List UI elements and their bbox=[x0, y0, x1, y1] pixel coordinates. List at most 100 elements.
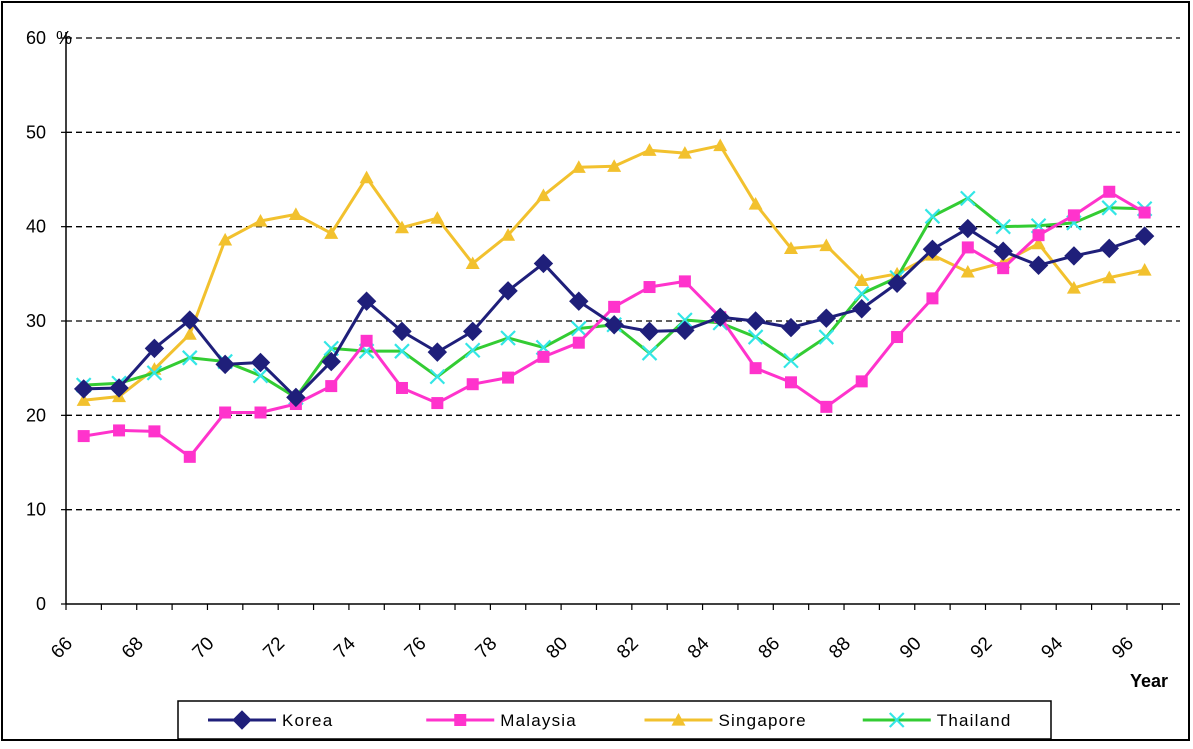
x-marker-stroke bbox=[500, 330, 516, 346]
data-point-malaysia bbox=[891, 331, 904, 344]
data-point-thailand bbox=[181, 350, 198, 366]
legend-label-malaysia: Malaysia bbox=[500, 711, 577, 730]
legend-swatch-marker bbox=[232, 710, 252, 730]
data-point-korea bbox=[1134, 226, 1155, 246]
data-point-korea bbox=[356, 291, 377, 311]
legend-swatch-marker bbox=[454, 714, 467, 726]
data-point-malaysia bbox=[820, 400, 833, 413]
data-point-malaysia bbox=[643, 281, 656, 294]
data-point-korea bbox=[1028, 255, 1049, 276]
y-tick-label: 20 bbox=[26, 405, 46, 425]
x-marker-stroke bbox=[394, 343, 410, 359]
data-point-korea bbox=[427, 342, 448, 362]
data-point-singapore bbox=[324, 226, 339, 239]
series-korea bbox=[73, 218, 1155, 408]
legend-item-korea: Korea bbox=[208, 710, 332, 730]
data-point-malaysia bbox=[502, 371, 515, 384]
data-point-malaysia bbox=[572, 336, 585, 349]
data-point-singapore bbox=[253, 214, 268, 227]
data-point-thailand bbox=[677, 312, 693, 328]
data-point-korea bbox=[144, 338, 165, 359]
data-point-korea bbox=[321, 351, 341, 372]
data-point-malaysia bbox=[537, 350, 550, 363]
data-point-singapore bbox=[677, 146, 692, 159]
data-point-thailand bbox=[1101, 200, 1118, 216]
data-point-thailand bbox=[571, 320, 587, 337]
data-point-malaysia bbox=[784, 376, 797, 389]
legend-label-thailand: Thailand bbox=[937, 711, 1012, 730]
data-point-korea bbox=[604, 315, 624, 335]
legend-label-singapore: Singapore bbox=[719, 711, 807, 730]
data-point-korea bbox=[73, 379, 94, 399]
legend-item-thailand: Thailand bbox=[862, 711, 1012, 730]
data-point-thailand bbox=[464, 342, 481, 359]
data-point-korea bbox=[286, 387, 306, 408]
data-point-malaysia bbox=[254, 406, 267, 419]
data-point-singapore bbox=[394, 220, 409, 234]
data-point-korea bbox=[462, 321, 483, 342]
x-marker-stroke bbox=[924, 208, 941, 225]
data-point-malaysia bbox=[678, 275, 691, 288]
data-point-singapore bbox=[76, 393, 91, 406]
data-point-korea bbox=[392, 321, 412, 342]
data-point-korea bbox=[215, 354, 235, 375]
data-point-thailand bbox=[924, 208, 941, 225]
data-point-korea bbox=[710, 307, 730, 327]
data-point-singapore bbox=[182, 327, 197, 340]
data-point-malaysia bbox=[1067, 209, 1080, 222]
series-layer bbox=[73, 138, 1155, 463]
x-marker-stroke bbox=[960, 190, 976, 207]
x-marker-stroke bbox=[323, 340, 340, 357]
data-point-singapore bbox=[288, 207, 303, 221]
x-marker-stroke bbox=[252, 367, 269, 384]
y-unit-label: % bbox=[56, 28, 72, 48]
data-point-thailand bbox=[252, 367, 269, 384]
data-point-singapore bbox=[748, 197, 763, 210]
data-point-singapore bbox=[713, 138, 728, 152]
data-point-malaysia bbox=[77, 430, 90, 443]
x-marker-stroke bbox=[571, 320, 587, 337]
x-marker-stroke bbox=[641, 345, 658, 361]
x-marker-stroke bbox=[181, 350, 198, 366]
data-point-thailand bbox=[783, 352, 799, 369]
data-point-korea bbox=[1064, 246, 1084, 266]
x-marker-stroke bbox=[888, 712, 905, 728]
data-point-singapore bbox=[783, 241, 798, 254]
data-point-korea bbox=[675, 320, 695, 341]
data-point-malaysia bbox=[961, 241, 974, 254]
y-tick-label: 40 bbox=[26, 217, 46, 237]
x-marker-stroke bbox=[747, 329, 764, 345]
data-point-malaysia bbox=[395, 381, 408, 394]
data-point-singapore bbox=[218, 232, 233, 246]
data-point-singapore bbox=[1066, 280, 1081, 294]
x-marker-stroke bbox=[429, 368, 446, 385]
data-point-thailand bbox=[429, 368, 446, 385]
x-marker-stroke bbox=[464, 342, 481, 359]
data-point-malaysia bbox=[608, 300, 621, 313]
data-point-singapore bbox=[571, 160, 586, 173]
data-point-thailand bbox=[960, 190, 976, 207]
data-point-singapore bbox=[1137, 263, 1152, 276]
data-point-singapore bbox=[607, 159, 622, 172]
data-point-singapore bbox=[1102, 270, 1117, 284]
data-point-singapore bbox=[1031, 236, 1046, 250]
data-point-korea bbox=[816, 308, 837, 328]
x-marker-stroke bbox=[853, 285, 870, 302]
data-point-korea bbox=[745, 311, 766, 331]
data-point-singapore bbox=[501, 228, 516, 241]
data-point-singapore bbox=[890, 266, 905, 280]
legend-item-malaysia: Malaysia bbox=[426, 711, 577, 730]
data-point-korea bbox=[109, 378, 129, 398]
data-point-korea bbox=[852, 299, 872, 319]
data-point-korea bbox=[639, 321, 660, 342]
data-point-korea bbox=[533, 253, 554, 274]
data-point-thailand bbox=[747, 329, 764, 345]
data-point-korea bbox=[180, 310, 200, 330]
data-point-thailand bbox=[853, 285, 870, 302]
x-marker-stroke bbox=[677, 312, 693, 328]
data-point-korea bbox=[1099, 238, 1119, 259]
data-point-korea bbox=[993, 241, 1013, 261]
y-tick-label: 30 bbox=[26, 311, 46, 331]
